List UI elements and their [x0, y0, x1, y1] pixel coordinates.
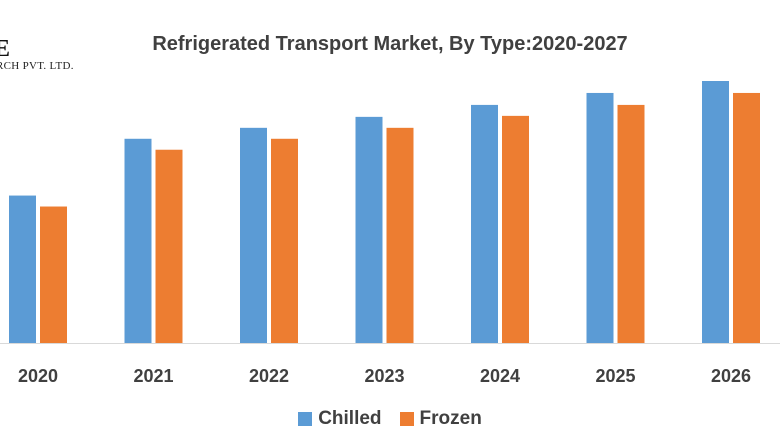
bar-chilled-2023: [355, 116, 383, 343]
x-tick-label-2022: 2022: [249, 366, 289, 386]
legend-swatch-chilled: [298, 412, 313, 426]
legend-label-frozen: Frozen: [419, 408, 482, 429]
bar-chilled-2025: [586, 92, 614, 343]
legend-item-frozen: Frozen: [399, 408, 482, 430]
bar-chilled-2022: [240, 127, 267, 343]
x-tick-label-2020: 2020: [18, 366, 58, 386]
x-tick-label-2024: 2024: [480, 366, 520, 386]
bar-chilled-2020: [9, 195, 36, 343]
bar-frozen-2026: [733, 92, 760, 343]
x-tick-label-2026: 2026: [711, 366, 751, 386]
x-tick-label-2021: 2021: [133, 366, 173, 386]
bar-frozen-2023: [386, 127, 414, 343]
bar-frozen-2021: [155, 149, 183, 343]
bar-chilled-2021: [124, 138, 152, 343]
legend-item-chilled: Chilled: [298, 408, 382, 430]
bar-frozen-2022: [271, 138, 298, 343]
legend-label-chilled: Chilled: [318, 408, 382, 429]
legend: Chilled Frozen: [0, 408, 780, 430]
chart-title: Refrigerated Transport Market, By Type:2…: [152, 33, 628, 55]
logo-text: E: [0, 36, 11, 62]
bar-chilled-2024: [471, 104, 498, 343]
legend-swatch-frozen: [399, 412, 414, 426]
x-tick-label-2023: 2023: [364, 366, 404, 386]
bar-chilled-2026: [702, 81, 729, 343]
logo-subtext: RCH PVT. LTD.: [0, 60, 74, 72]
bar-frozen-2020: [40, 206, 67, 343]
x-tick-label-2025: 2025: [595, 366, 635, 386]
bar-frozen-2024: [502, 115, 529, 344]
bar-frozen-2025: [617, 104, 645, 343]
